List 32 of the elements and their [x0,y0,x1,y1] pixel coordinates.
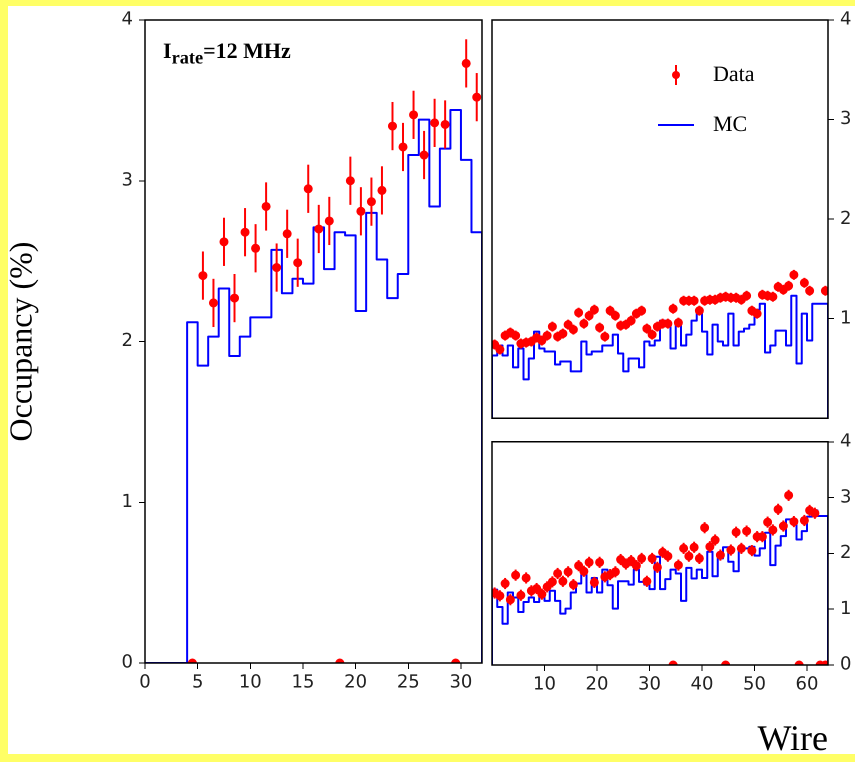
x-tick-label: 20 [586,673,608,694]
legend-label: MC [713,110,748,136]
x-tick-label: 50 [743,673,766,694]
y-tick-label: 4 [122,8,133,30]
y-tick-label: 3 [840,486,852,508]
y-axis-title: Occupancy (%) [2,242,39,442]
x-tick-label: 25 [396,671,420,692]
x-axis-title: Wire [757,717,828,759]
x-tick-label: 5 [192,671,204,692]
y-tick-label: 2 [840,542,852,564]
x-tick-label: 60 [796,673,818,694]
y-tick-label: 0 [840,654,852,675]
x-tick-label: 20 [344,671,368,692]
x-tick-label: 15 [292,671,314,692]
x-tick-label: 30 [449,671,472,692]
annotation: I$_{rate}$=12 MHz [163,38,291,68]
y-tick-label: 1 [840,598,852,619]
x-tick-label: 10 [238,671,262,692]
legend-label: Data [713,60,755,86]
y-tick-label: 0 [122,652,133,673]
y-tick-label: 3 [122,169,133,190]
y-tick-label: 4 [840,430,852,452]
y-tick-label: 4 [840,8,852,30]
y-tick-label: 1 [840,307,852,328]
x-tick-label: 30 [638,673,661,694]
y-tick-label: 2 [122,330,133,352]
y-tick-label: 1 [122,490,133,512]
x-tick-label: 40 [690,673,714,694]
x-tick-label: 10 [533,673,556,694]
x-tick-label: 0 [139,671,151,692]
y-tick-label: 2 [840,208,852,229]
y-tick-label: 3 [840,108,852,130]
